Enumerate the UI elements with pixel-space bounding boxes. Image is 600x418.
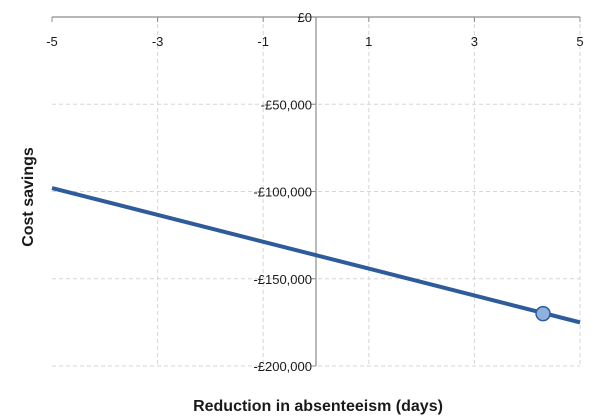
y-tick-label: £0 (298, 10, 312, 25)
y-tick-label: -£100,000 (253, 185, 312, 200)
x-tick-label: 1 (365, 34, 372, 49)
highlight-point-marker (535, 305, 551, 322)
x-axis-title: Reduction in absenteeism (days) (193, 398, 443, 415)
y-axis-title: Cost savings (20, 147, 37, 247)
grid (52, 17, 581, 367)
series-line (51, 186, 581, 325)
y-tick-label: -£50,000 (261, 97, 312, 112)
y-tick-label: -£200,000 (253, 359, 312, 374)
y-tick-label: -£150,000 (253, 272, 312, 287)
series (51, 186, 581, 325)
x-tick-label: -3 (152, 34, 164, 49)
axes (51, 16, 581, 367)
x-tick-label: 5 (576, 34, 583, 49)
x-tick-label: -1 (257, 34, 269, 49)
x-tick-labels: -5 -3 -1 1 3 5 (46, 34, 583, 49)
x-tick-label: -5 (46, 34, 58, 49)
x-tick-label: 3 (471, 34, 478, 49)
y-tick-labels: £0 -£50,000 -£100,000 -£150,000 -£200,000 (253, 10, 312, 374)
